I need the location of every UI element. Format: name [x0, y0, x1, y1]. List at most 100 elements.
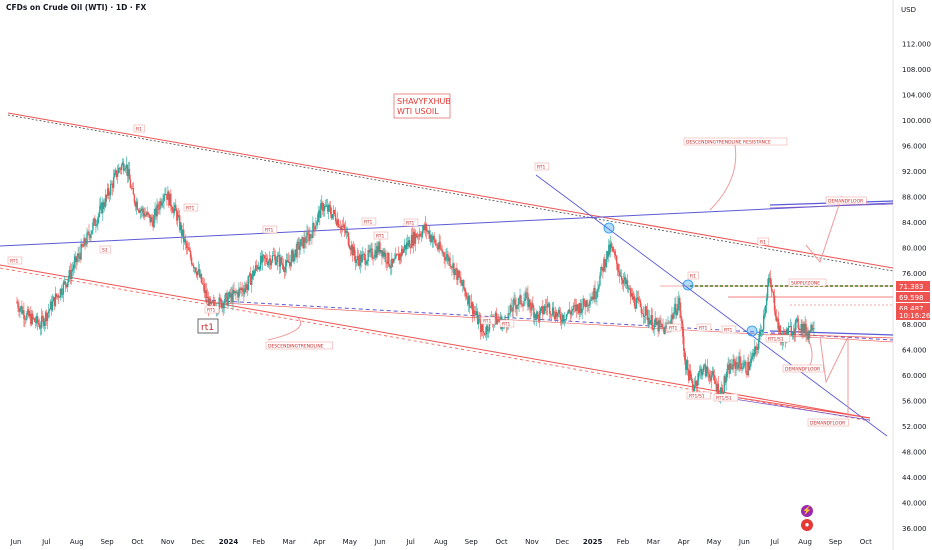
tag-rt1-dec-box [204, 305, 220, 314]
candle-body [418, 233, 421, 237]
candle-body [168, 191, 170, 206]
candle-body [85, 244, 87, 245]
candle-body [672, 314, 674, 319]
rising-trendline[interactable] [0, 202, 894, 247]
candles-group [16, 156, 815, 404]
candle-body [546, 303, 549, 308]
candle-body [194, 267, 197, 272]
upper-demand-line-2[interactable] [769, 203, 894, 209]
candle-body [324, 205, 326, 211]
candle-body [486, 325, 489, 332]
candle-body [21, 306, 23, 314]
candle-body [400, 248, 403, 257]
candle-body [629, 288, 632, 297]
candle-body [457, 270, 459, 280]
candle-body [371, 248, 373, 259]
x-tick-label: Nov [525, 538, 539, 546]
descending-support-line[interactable] [0, 264, 871, 419]
low-channel-line-2[interactable] [733, 398, 871, 421]
lightning-icon[interactable]: ⚡ [801, 505, 813, 517]
candle-body [518, 298, 520, 305]
demand-arc[interactable] [807, 337, 813, 366]
pivot-marker[interactable] [746, 325, 758, 337]
candle-body [276, 256, 279, 263]
candle-body [701, 371, 704, 376]
candle-body [249, 273, 251, 276]
descending-resistance-dashed[interactable] [7, 114, 894, 272]
candle-body [366, 261, 368, 264]
candle-body [628, 288, 631, 290]
tag-rt1-may2: RT1 [724, 328, 733, 334]
candle-body [607, 251, 609, 257]
candle-body [83, 238, 85, 247]
candle-body [655, 318, 657, 325]
candle-body [497, 319, 500, 321]
candle-body [749, 366, 751, 370]
candle-body [156, 204, 158, 217]
candle-body [130, 187, 133, 189]
descending-resistance-line[interactable] [7, 112, 894, 269]
candle-body [516, 305, 518, 309]
candle-body [742, 367, 744, 369]
tag-rt1-oct-box [183, 203, 199, 212]
candle-body [64, 281, 67, 285]
candle-body [284, 266, 286, 272]
channel-midline[interactable] [204, 299, 894, 341]
mid-demand-line[interactable] [769, 330, 894, 336]
candle-body [624, 277, 627, 285]
candle-body [341, 226, 344, 227]
projection-down[interactable] [819, 336, 849, 418]
trendline-arc[interactable] [267, 317, 302, 341]
candle-body [385, 252, 387, 262]
candle-body [196, 271, 199, 276]
candle-body [228, 292, 230, 298]
low-channel-line[interactable] [733, 396, 871, 419]
candle-body [368, 250, 370, 253]
candle-body [448, 257, 450, 262]
candle-body [38, 324, 41, 329]
pivot-marker[interactable] [682, 279, 694, 291]
candle-body [558, 309, 561, 315]
candle-body [429, 235, 431, 239]
candle-body [223, 302, 225, 309]
candle-body [660, 323, 662, 325]
candle-body [254, 265, 257, 271]
candle-body [332, 210, 335, 215]
candle-body [131, 187, 134, 189]
candle-body [111, 183, 114, 188]
projection-up[interactable] [805, 195, 843, 264]
candle-body [713, 374, 716, 382]
candle-body [455, 268, 457, 270]
candle-body [551, 307, 554, 315]
candle-body [760, 330, 763, 332]
candle-body [301, 237, 303, 240]
candle-body [282, 264, 285, 270]
candle-body [265, 257, 268, 263]
mid-demand-line-2[interactable] [769, 333, 894, 339]
candle-body [151, 217, 153, 222]
candle-body [603, 259, 605, 272]
candle-body [715, 383, 718, 392]
candle-body [153, 215, 155, 228]
projection-arc[interactable] [709, 144, 737, 211]
candle-body [513, 299, 515, 301]
candle-body [485, 325, 488, 335]
candle-body [665, 325, 667, 327]
candle-body [600, 266, 602, 276]
candle-body [438, 241, 440, 250]
pivot-marker[interactable] [603, 222, 615, 234]
us-flag-icon[interactable]: ● [801, 519, 813, 531]
candle-body [96, 224, 98, 226]
candle-body [178, 215, 180, 216]
candle-body [392, 258, 394, 264]
candle-body [345, 231, 348, 233]
candle-body [351, 245, 354, 256]
candle-body [473, 310, 476, 313]
candle-body [149, 214, 151, 223]
tag-rt1-may: RT1 [699, 326, 708, 332]
candle-body [340, 226, 343, 230]
steep-diagonal-line[interactable] [535, 174, 888, 437]
candle-body [230, 293, 232, 298]
candle-body [44, 312, 47, 322]
